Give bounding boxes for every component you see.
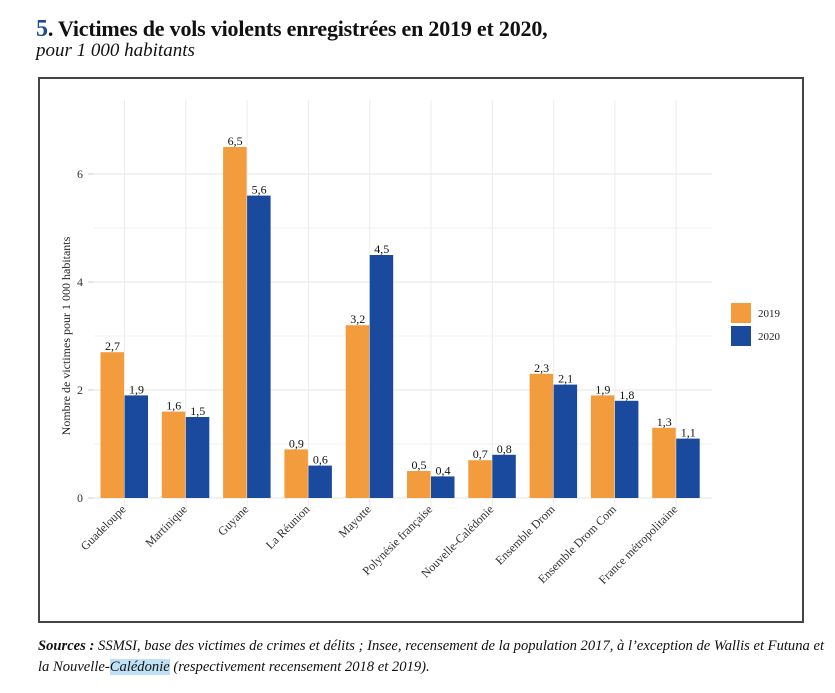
legend-label-2020: 2020 <box>758 331 781 343</box>
bar-2020-5 <box>369 255 394 498</box>
bar-2020-4 <box>308 465 332 498</box>
x-tick-label: La Réunion <box>263 502 313 552</box>
y-tick-label: 2 <box>77 383 83 397</box>
data-label-2020: 2,1 <box>558 372 573 386</box>
bar-2019-5 <box>345 325 370 498</box>
bar-2020-10 <box>676 438 700 498</box>
data-label-2020: 1,8 <box>619 388 634 402</box>
data-label-2020: 0,6 <box>313 453 328 467</box>
bars <box>100 147 700 498</box>
bar-2019-9 <box>590 395 615 498</box>
y-tick-label: 4 <box>77 275 83 289</box>
sources-text-1: SSMSI, base des victimes de crimes et dé… <box>38 638 825 675</box>
bar-2020-3 <box>247 195 271 498</box>
data-label-2020: 1,5 <box>190 404 205 418</box>
sources-note: Sources : SSMSI, base des victimes de cr… <box>38 636 828 678</box>
x-tick-label: Ensemble Drom <box>492 502 558 568</box>
data-label-2020: 0,4 <box>436 463 451 477</box>
bar-2019-2 <box>161 411 186 498</box>
data-label-2019: 1,3 <box>657 415 672 429</box>
data-label-2019: 1,6 <box>166 399 181 413</box>
data-label-2020: 4,5 <box>374 242 389 256</box>
y-axis-label: Nombre de victimes pour 1 000 habitants <box>59 236 73 435</box>
figure-title-text: . Victimes de vols violents enregistrées… <box>47 16 548 41</box>
bar-2019-3 <box>223 147 247 498</box>
data-label-2019: 1,9 <box>595 382 610 396</box>
sources-label: Sources <box>38 638 86 654</box>
bar-2020-6 <box>431 476 455 498</box>
figure-number: 5 <box>36 16 48 42</box>
legend-swatch-2019 <box>731 303 751 323</box>
y-tick-label: 0 <box>77 491 83 505</box>
bar-2019-6 <box>407 471 431 498</box>
data-label-2019: 2,3 <box>534 361 549 375</box>
data-label-2020: 1,9 <box>129 382 144 396</box>
data-label-2019: 3,2 <box>350 312 365 326</box>
x-tick-label: Guadeloupe <box>78 502 129 553</box>
bar-2019-7 <box>468 460 492 498</box>
figure-title: 5. Victimes de vols violents enregistrée… <box>36 16 548 43</box>
data-label-2019: 0,9 <box>289 436 304 450</box>
bar-2020-1 <box>124 395 148 498</box>
bar-2020-7 <box>492 454 516 498</box>
bar-2019-8 <box>529 373 554 498</box>
data-label-2019: 6,5 <box>228 134 243 148</box>
bar-2020-2 <box>185 417 210 498</box>
legend-label-2019: 2019 <box>758 308 781 320</box>
sources-highlight[interactable]: Calédonie <box>109 659 170 675</box>
bar-2020-9 <box>614 400 639 498</box>
figure-subtitle: pour 1 000 habitants <box>36 40 195 61</box>
data-label-2020: 5,6 <box>252 183 267 197</box>
data-label-2020: 1,1 <box>681 426 696 440</box>
legend-swatch-2020 <box>731 326 751 346</box>
x-axis: Guadeloupe Martinique Guyane La Réunion Mayo… <box>78 502 681 587</box>
x-tick-label: Mayotte <box>336 502 374 540</box>
data-label-2019: 2,7 <box>105 339 120 353</box>
bar-2019-4 <box>284 449 308 498</box>
data-label-2019: 0,7 <box>473 447 488 461</box>
legend: 2019 2020 <box>731 303 781 346</box>
bar-2019-1 <box>100 352 124 498</box>
sources-text-2: (respectivement recensement 2018 et 2019… <box>169 659 430 675</box>
sources-sep: : <box>85 638 99 654</box>
y-tick-label: 6 <box>77 167 83 181</box>
x-tick-label: Martinique <box>142 502 190 550</box>
bar-2019-10 <box>652 427 676 498</box>
y-axis: 0 2 4 6 <box>77 167 94 505</box>
data-label-2020: 0,8 <box>497 442 512 456</box>
data-label-2019: 0,5 <box>412 458 427 472</box>
x-tick-label: Guyane <box>215 502 251 538</box>
bar-2020-8 <box>553 384 578 498</box>
data-labels: 2,7 1,6 6,5 0,9 3,2 0,5 0,7 2,3 1,9 1,3 1,9 1,5 5,6 0… <box>105 134 696 477</box>
